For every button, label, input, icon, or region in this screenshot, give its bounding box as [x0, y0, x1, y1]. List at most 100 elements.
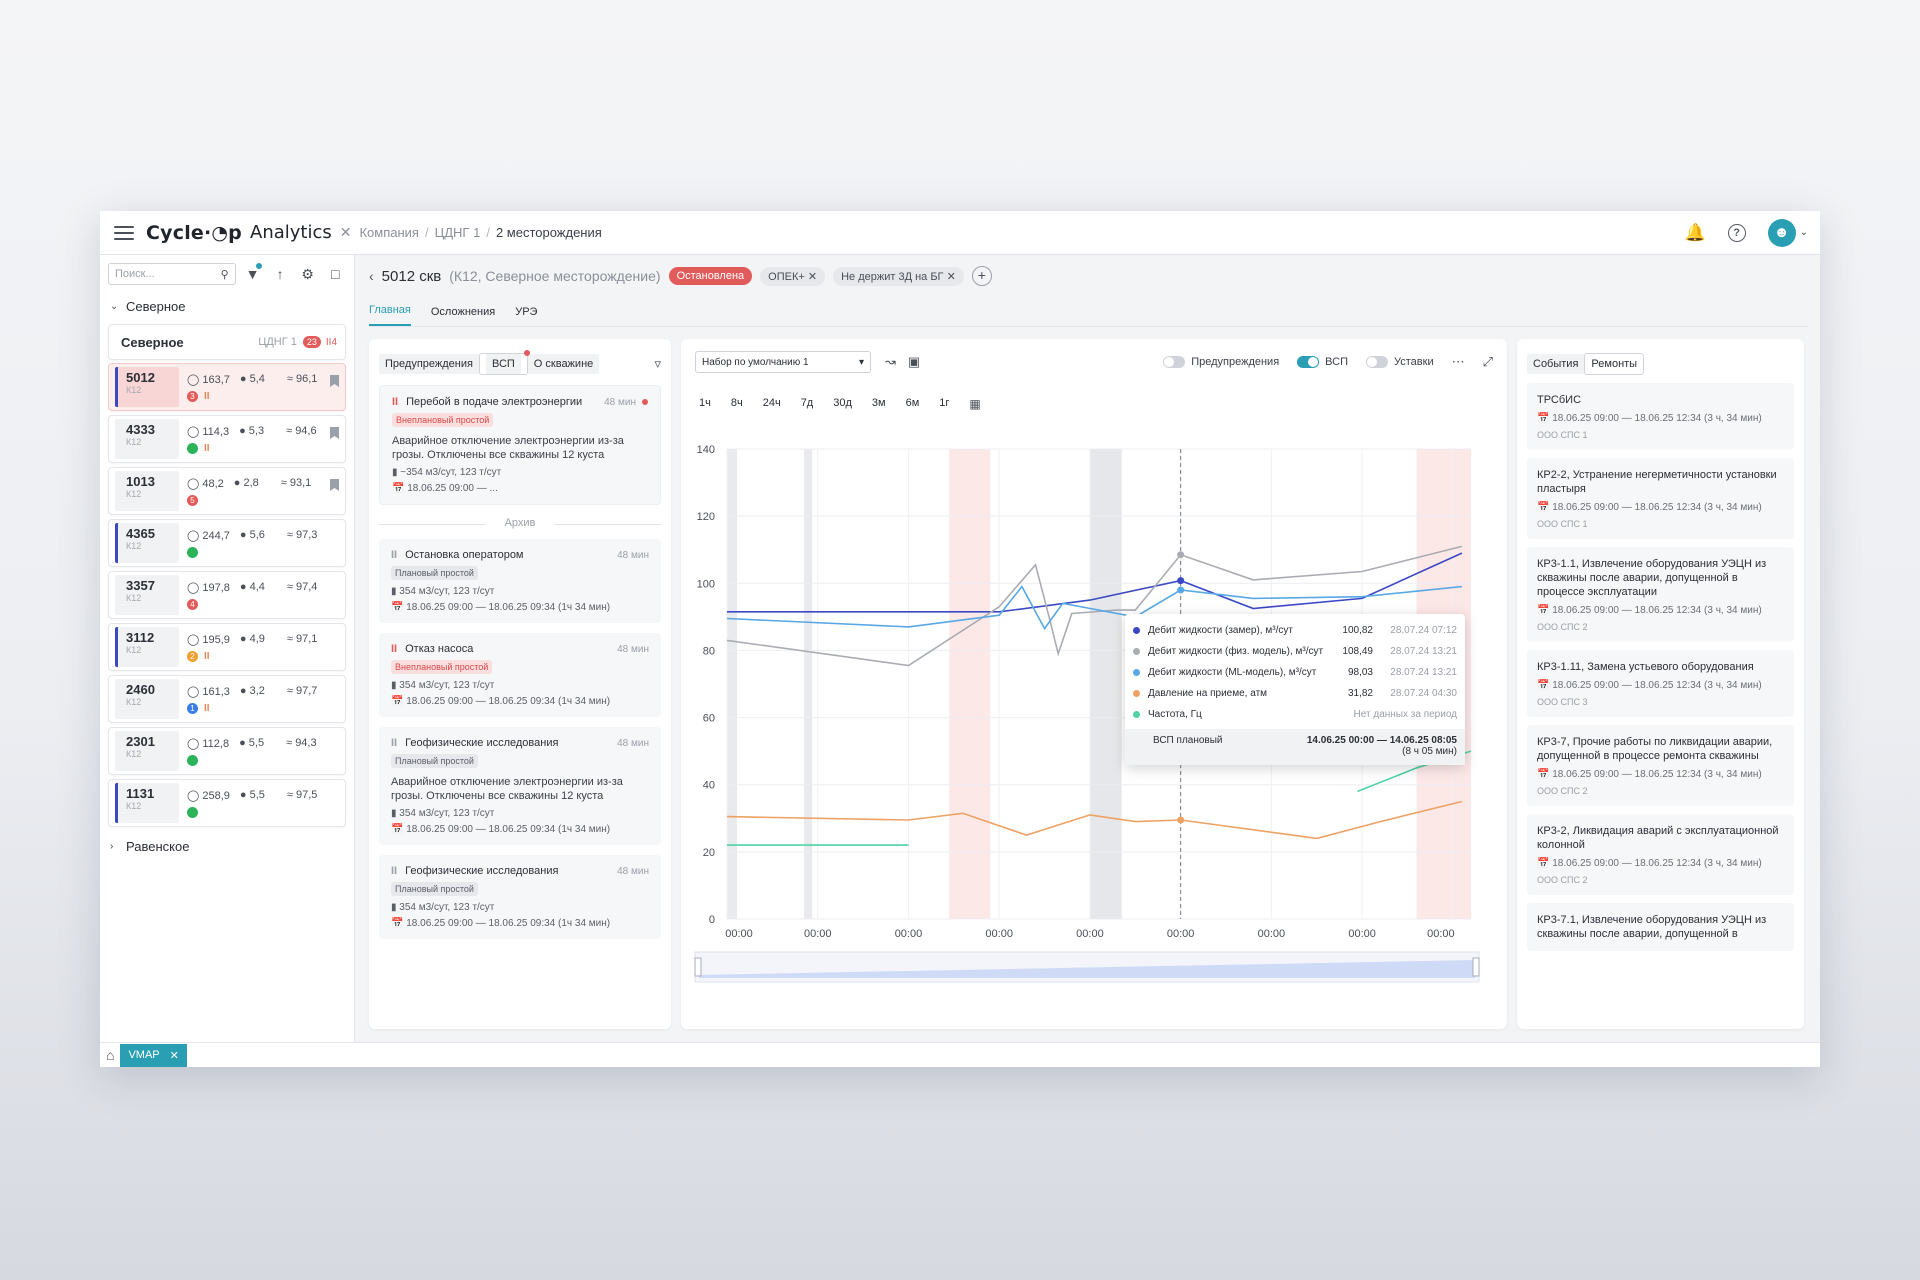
tooltip-no-data: Нет данных за период	[1353, 709, 1457, 720]
sort-icon[interactable]: ↑	[276, 266, 284, 282]
breadcrumb-current[interactable]: 2 месторождения	[495, 225, 602, 240]
document-icon[interactable]: □	[330, 266, 340, 282]
expand-icon[interactable]: ⤢	[1482, 354, 1493, 369]
chart-type-icon[interactable]: ↝	[885, 354, 896, 369]
calendar-range-icon[interactable]: ▦	[969, 397, 981, 411]
seg-events[interactable]: События	[1527, 354, 1585, 374]
search-icon[interactable]: ⚲	[220, 268, 229, 281]
x-tick-label: 00:00	[1348, 928, 1376, 940]
bell-icon[interactable]: 🔔	[1684, 222, 1706, 242]
tooltip-value: 31,82	[1347, 688, 1373, 699]
well-card[interactable]: 3357 К12 ◯ 197,8 ● 4,4 ≈ 97,4 4	[108, 571, 346, 619]
toggle-switch[interactable]	[1163, 356, 1186, 368]
range-7[interactable]: 1г	[939, 397, 950, 409]
preset-select[interactable]: Набор по умолчанию 1 ▾	[695, 351, 871, 373]
well-card[interactable]: 1131 К12 ◯ 258,9 ● 5,5 ≈ 97,5	[108, 779, 346, 827]
repair-card[interactable]: КР3-1.11, Замена устьевого оборудования 📅…	[1527, 650, 1794, 717]
range-2[interactable]: 24ч	[762, 397, 781, 409]
toggle-settings[interactable]: Уставки	[1366, 356, 1434, 368]
tag-opek[interactable]: ОПЕК+ ✕	[760, 266, 826, 286]
seg-warnings[interactable]: Предупреждения	[379, 354, 479, 374]
well-card[interactable]: 5012 К12 ◯ 163,7 ● 5,4 ≈ 96,1 3 II	[108, 363, 346, 411]
bookmark-icon[interactable]	[330, 427, 339, 439]
add-tag-button[interactable]: +	[971, 266, 992, 286]
repair-dates-value: 18.06.25 09:00 — 18.06.25 12:34 (3 ч, 34…	[1552, 605, 1762, 616]
event-dates-value: 18.06.25 09:00 — ...	[407, 483, 498, 494]
tab-complications[interactable]: Осложнения	[430, 306, 496, 318]
more-icon[interactable]: ⋯	[1451, 354, 1465, 369]
breadcrumb-cdng[interactable]: ЦДНГ 1	[434, 225, 481, 240]
oil-rate: ● 5,4	[239, 372, 265, 385]
repair-card[interactable]: КР3-1.1, Извлечение оборудования УЭЦН из…	[1527, 547, 1794, 642]
search-input[interactable]: Поиск... ⚲	[108, 263, 236, 285]
tab-ure[interactable]: УРЭ	[515, 306, 538, 318]
seg-vsp[interactable]: ВСП	[478, 350, 530, 375]
filter-icon[interactable]: ▼	[242, 263, 264, 282]
repair-card[interactable]: ТРСбИС 📅 18.06.25 09:00 — 18.06.25 12:34 …	[1527, 383, 1794, 450]
event-card[interactable]: II Перебой в подаче электроэнергии 48 мин В…	[379, 385, 661, 505]
well-metrics: ◯ 244,7 ● 5,6 ≈ 97,3	[179, 529, 339, 558]
range-3[interactable]: 7д	[800, 397, 814, 409]
avatar[interactable]: ☻	[1767, 218, 1796, 247]
tooltip-footer: ВСП плановый 14.06.25 00:00 — 14.06.25 0…	[1125, 729, 1465, 765]
back-icon[interactable]: ‹	[369, 268, 374, 284]
liquid-rate-value: 114,3	[202, 425, 230, 438]
vmap-tab[interactable]: VMAP ✕	[120, 1043, 187, 1067]
chevron-right-icon[interactable]: ›	[110, 841, 114, 852]
event-card[interactable]: II Геофизические исследования 48 мин Планов…	[379, 855, 661, 939]
home-icon[interactable]: ⌂	[106, 1047, 115, 1063]
repair-card[interactable]: КР3-7, Прочие работы по ликвидации авари…	[1527, 725, 1794, 806]
event-card[interactable]: II Отказ насоса 48 мин Внеплановый простой ▮…	[379, 633, 661, 717]
save-icon[interactable]: ▣	[907, 354, 921, 369]
bookmark-icon[interactable]	[330, 479, 339, 491]
seg-about-well[interactable]: О скважине	[527, 354, 600, 374]
user-menu[interactable]: ☻ ⌄	[1767, 218, 1808, 247]
range-5[interactable]: 3м	[871, 397, 886, 409]
watercut: ≈ 97,4	[286, 580, 318, 593]
well-card[interactable]: 4333 К12 ◯ 114,3 ● 5,3 ≈ 94,6 II	[108, 415, 346, 463]
well-card[interactable]: 2460 К12 ◯ 161,3 ● 3,2 ≈ 97,7 1 II	[108, 675, 346, 723]
well-card[interactable]: 2301 К12 ◯ 112,8 ● 5,5 ≈ 94,3	[108, 727, 346, 775]
close-icon[interactable]: ✕	[807, 270, 818, 283]
close-icon[interactable]: ✕	[946, 270, 956, 283]
toggle-switch[interactable]	[1297, 356, 1320, 368]
seg-repairs[interactable]: Ремонты	[1584, 353, 1645, 375]
x-tick-label: 00:00	[804, 928, 832, 940]
range-0[interactable]: 1ч	[699, 397, 711, 409]
chevron-down-icon[interactable]: ⌄	[1799, 227, 1808, 238]
close-icon[interactable]: ✕	[339, 224, 352, 240]
group-ravenskoe[interactable]: › Равенское	[108, 835, 346, 858]
range-6[interactable]: 6м	[905, 397, 920, 409]
breadcrumb-company[interactable]: Компания	[359, 225, 419, 240]
close-icon[interactable]: ✕	[169, 1049, 179, 1062]
repairs-list: ТРСбИС 📅 18.06.25 09:00 — 18.06.25 12:34 …	[1527, 383, 1794, 951]
well-card[interactable]: 4365 К12 ◯ 244,7 ● 5,6 ≈ 97,3	[108, 519, 346, 567]
bookmark-icon[interactable]	[330, 375, 339, 387]
repair-card[interactable]: КР2-2, Устранение негерметичности устано…	[1527, 458, 1794, 539]
group-severnoe[interactable]: ⌄ Северное	[108, 295, 346, 318]
gear-icon[interactable]: ⚙	[301, 265, 314, 282]
range-4[interactable]: 30д	[833, 397, 852, 409]
chevron-down-icon[interactable]: ⌄	[110, 301, 119, 312]
toggle-warnings[interactable]: Предупреждения	[1163, 356, 1279, 368]
well-card[interactable]: 3112 К12 ◯ 195,9 ● 4,9 ≈ 97,1 2 II	[108, 623, 346, 671]
event-dates-value: 18.06.25 09:00 — 18.06.25 09:34 (1ч 34 м…	[406, 602, 611, 613]
tab-main[interactable]: Главная	[369, 304, 411, 326]
tag-3d[interactable]: Не держит 3Д на БГ ✕	[833, 266, 964, 286]
range-1[interactable]: 8ч	[730, 397, 743, 409]
repair-card[interactable]: КР3-2, Ликвидация аварий с эксплуатацион…	[1527, 814, 1794, 895]
toggle-switch[interactable]	[1366, 356, 1388, 368]
repair-card[interactable]: КР3-7.1, Извлечение оборудования УЭЦН из…	[1527, 903, 1794, 951]
repair-dates: 📅 18.06.25 09:00 — 18.06.25 12:34 (3 ч, …	[1537, 680, 1762, 691]
toggle-vsp[interactable]: ВСП	[1297, 356, 1348, 368]
field-card[interactable]: Северное ЦДНГ 1 23 II4	[108, 324, 346, 360]
filter-icon[interactable]: ▿	[654, 356, 661, 371]
event-card[interactable]: II Геофизические исследования 48 мин Планов…	[379, 727, 661, 845]
watercut-value: 96,1	[296, 372, 318, 385]
help-icon[interactable]: ?	[1727, 223, 1746, 242]
app-logo[interactable]: Cycle∙◔p	[146, 221, 242, 244]
well-card[interactable]: 1013 К12 ◯ 48,2 ● 2,8 ≈ 93,1 5	[108, 467, 346, 515]
menu-icon[interactable]	[114, 225, 134, 240]
event-card[interactable]: II Остановка оператором 48 мин Плановый про…	[379, 539, 661, 623]
liquid-rate: ◯ 258,9	[187, 789, 230, 802]
